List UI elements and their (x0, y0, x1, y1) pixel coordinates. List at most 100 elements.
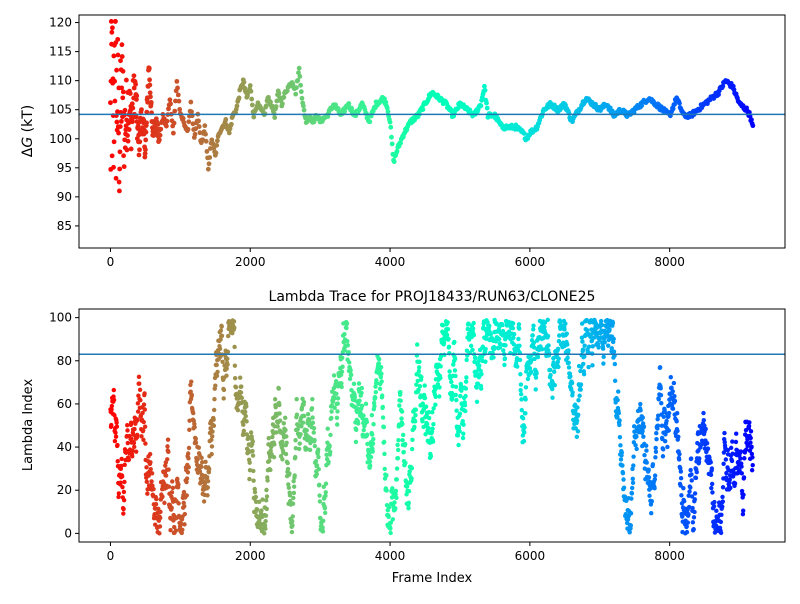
lambda-point (678, 483, 683, 488)
lambda-point (388, 520, 394, 525)
delta-g-point (115, 52, 121, 58)
lambda-point (280, 442, 285, 448)
lambda-point (241, 422, 246, 427)
delta-g-point (180, 115, 186, 121)
lambda-point (268, 467, 273, 473)
lambda-point (414, 342, 420, 347)
delta-g-point (455, 105, 461, 111)
lambda-point (294, 397, 299, 402)
lambda-point (329, 409, 334, 414)
lambda-point (461, 431, 466, 436)
lambda-point (519, 397, 524, 402)
lambda-point (355, 406, 360, 411)
lambda-point (556, 356, 561, 361)
lambda-point (617, 422, 622, 428)
lambda-point (215, 369, 220, 375)
lambda-point (750, 462, 755, 468)
lambda-point (299, 424, 304, 429)
lambda-point (474, 385, 479, 390)
lambda-point (137, 381, 142, 386)
lambda-point (718, 530, 724, 536)
lambda-point (335, 401, 340, 406)
lambda-point (516, 322, 522, 327)
lambda-point (450, 394, 455, 400)
y-tick-label: 115 (49, 45, 72, 59)
delta-g-point (114, 67, 120, 73)
delta-g-point (388, 124, 394, 130)
lambda-point (720, 499, 725, 504)
lambda-point (244, 404, 249, 409)
lambda-point (518, 371, 523, 377)
lambda-point (471, 332, 477, 338)
lambda-point (253, 494, 259, 500)
lambda-point (263, 526, 268, 531)
lambda-point (638, 408, 643, 413)
lambda-point (511, 335, 516, 341)
lambda-point (316, 467, 321, 472)
delta-g-point (142, 154, 148, 160)
lambda-point (283, 427, 288, 433)
delta-g-point (134, 97, 139, 102)
lambda-point (661, 447, 666, 452)
lambda-point (193, 436, 198, 441)
lambda-point (382, 466, 387, 472)
lambda-point (565, 342, 570, 347)
lambda-point (430, 410, 435, 415)
delta-g-point (482, 87, 488, 93)
lambda-point (115, 459, 120, 464)
lambda-point (464, 375, 469, 380)
lambda-point (122, 462, 127, 467)
y-tick-label: 85 (57, 219, 72, 233)
lambda-point (130, 454, 135, 459)
delta-g-point (118, 118, 124, 124)
lambda-point (457, 429, 462, 434)
lambda-point (633, 443, 638, 448)
lambda-point (272, 397, 278, 402)
lambda-point (118, 480, 123, 485)
lambda-point (676, 457, 682, 462)
lambda-point (218, 328, 224, 333)
lambda-point (622, 494, 628, 499)
lambda-point (384, 488, 389, 493)
lambda-point (293, 446, 299, 451)
delta-g-point (125, 133, 130, 138)
lambda-point (312, 437, 317, 443)
lambda-point (180, 527, 185, 532)
lambda-point (720, 494, 725, 500)
lambda-point (458, 383, 464, 389)
lambda-point (472, 359, 477, 365)
delta-g-point (177, 107, 183, 112)
lambda-point (446, 344, 452, 350)
lambda-x-label: Frame Index (392, 571, 473, 586)
lambda-point (599, 322, 605, 328)
y-tick-label: 95 (57, 161, 72, 175)
lambda-point (531, 327, 536, 332)
lambda-point (711, 503, 717, 509)
lambda-point (630, 485, 635, 491)
lambda-point (413, 407, 418, 412)
delta-g-point (677, 100, 682, 106)
lambda-point (136, 393, 141, 398)
lambda-point (457, 411, 463, 416)
lambda-point (601, 354, 606, 360)
lambda-point (596, 345, 601, 350)
lambda-point (181, 489, 187, 495)
lambda-point (277, 402, 282, 408)
delta-g-point (135, 123, 141, 129)
lambda-point (361, 427, 366, 433)
lambda-point (406, 506, 411, 511)
lambda-point (653, 455, 658, 460)
lambda-point (708, 460, 713, 465)
lambda-point (730, 439, 735, 444)
lambda-point (621, 477, 626, 482)
lambda-point (211, 407, 217, 413)
lambda-point (276, 386, 281, 391)
lambda-point (371, 436, 376, 442)
lambda-point (748, 429, 754, 434)
lambda-point (748, 435, 753, 441)
delta-g-point (108, 100, 113, 106)
lambda-point (173, 528, 179, 533)
lambda-point (289, 529, 295, 535)
lambda-point (562, 327, 567, 332)
delta-g-point (175, 92, 181, 98)
